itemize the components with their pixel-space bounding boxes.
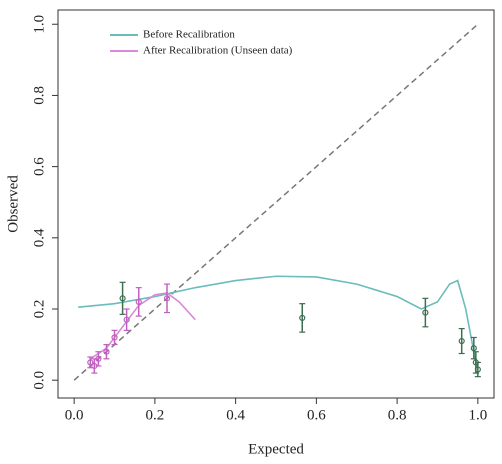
x-tick-label: 0.6 — [307, 407, 326, 423]
point — [470, 345, 477, 352]
x-tick-label: 0.4 — [226, 407, 245, 423]
point — [474, 366, 481, 373]
point — [135, 298, 142, 305]
legend-label: Before Recalibration — [143, 29, 235, 41]
legend-label: After Recalibration (Unseen data) — [143, 45, 293, 57]
diagonal-reference — [73, 23, 479, 381]
y-tick-label: 0.8 — [31, 86, 47, 105]
x-tick-label: 1.0 — [468, 407, 487, 423]
x-tick-label: 0.0 — [65, 407, 84, 423]
y-axis-label: Observed — [5, 175, 21, 233]
x-tick-label: 0.8 — [388, 407, 407, 423]
x-tick-label: 0.2 — [146, 407, 165, 423]
point — [95, 355, 102, 362]
y-tick-label: 0.6 — [31, 157, 47, 176]
point — [163, 295, 171, 302]
point — [103, 348, 110, 355]
y-tick-label: 0.2 — [31, 300, 47, 319]
y-tick-label: 1.0 — [31, 15, 47, 34]
point — [123, 316, 130, 323]
point — [458, 337, 465, 345]
point — [111, 334, 118, 341]
point — [299, 314, 306, 322]
point — [87, 359, 94, 366]
plot-frame — [57, 9, 495, 399]
series-line — [78, 275, 479, 370]
x-axis-label: Expected — [248, 441, 304, 457]
y-tick-label: 0.4 — [31, 228, 47, 247]
point — [422, 309, 429, 316]
y-tick-label: 0.0 — [31, 371, 47, 390]
point — [119, 295, 126, 302]
